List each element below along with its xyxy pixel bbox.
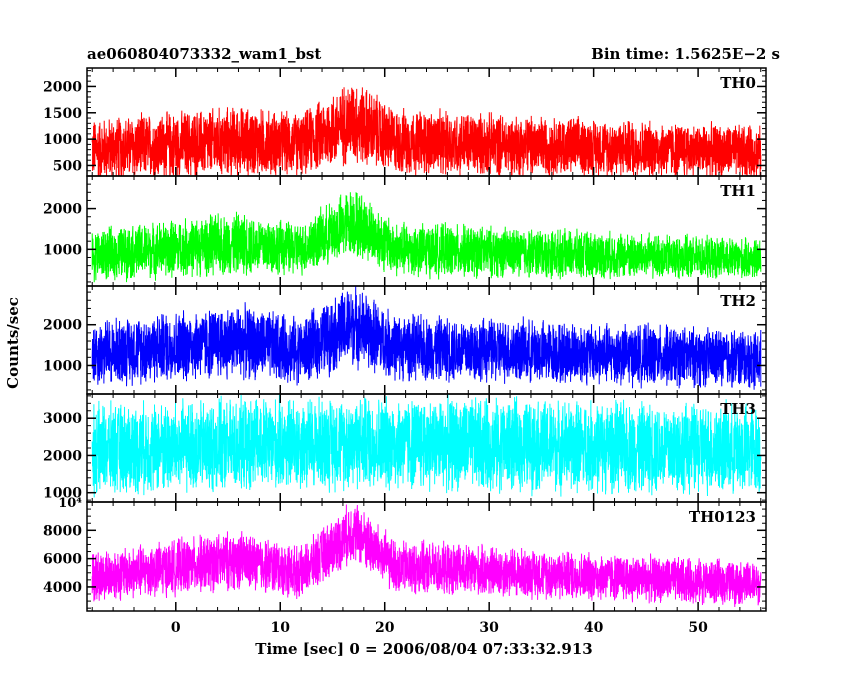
y-tick-label: 3000 xyxy=(43,411,82,427)
y-tick-label: 1500 xyxy=(43,106,82,122)
y-tick-label: 1000 xyxy=(43,132,82,148)
panel-label: TH1 xyxy=(720,182,756,200)
x-tick-label: 0 xyxy=(171,620,181,636)
y-axis-label: Counts/sec xyxy=(4,297,22,389)
panel-th1: 1000 2000 TH1 xyxy=(43,175,767,287)
y-tick-label: 1000 xyxy=(43,486,82,502)
series-th3 xyxy=(91,394,762,498)
y-tick-label: 500 xyxy=(53,158,82,174)
x-tick-label: 10 xyxy=(271,620,291,636)
series-th2 xyxy=(91,286,762,390)
panel-th3: 1000 2000 3000 TH3 xyxy=(43,393,767,503)
chart-title-left: ae060804073332_wam1_bst xyxy=(87,45,321,63)
x-tick-label: 40 xyxy=(584,620,604,636)
panel-label: TH2 xyxy=(720,292,756,310)
y-exponent-label: 10⁴ xyxy=(58,496,82,511)
panel-label: TH0123 xyxy=(689,508,756,526)
series-th0123 xyxy=(91,504,762,608)
panel-th2: 1000 2000 TH2 xyxy=(43,285,767,395)
x-tick-label: 50 xyxy=(688,620,708,636)
y-tick-label: 4000 xyxy=(43,580,82,596)
y-tick-label: 2000 xyxy=(43,202,82,218)
x-tick-label: 30 xyxy=(479,620,499,636)
y-tick-label: 2000 xyxy=(43,448,82,464)
x-tick-label: 20 xyxy=(375,620,395,636)
y-tick-label: 6000 xyxy=(43,552,82,568)
chart-title-right: Bin time: 1.5625E−2 s xyxy=(591,45,780,63)
x-axis-label: Time [sec] 0 = 2006/08/04 07:33:32.913 xyxy=(255,640,592,658)
y-tick-label: 1000 xyxy=(43,358,82,374)
y-tick-label: 2000 xyxy=(43,318,82,334)
panel-label: TH3 xyxy=(720,400,756,418)
y-tick-label: 2000 xyxy=(43,79,82,95)
y-tick-label: 1000 xyxy=(43,242,82,258)
series-th0 xyxy=(91,87,762,176)
panel-th0123: 4000 6000 8000 10⁴ TH0123 xyxy=(43,496,767,612)
y-tick-label: 8000 xyxy=(43,523,82,539)
series-th1 xyxy=(91,192,762,283)
panel-label: TH0 xyxy=(720,74,756,92)
panel-th0: 500 1000 1500 2000 TH0 xyxy=(43,67,767,177)
